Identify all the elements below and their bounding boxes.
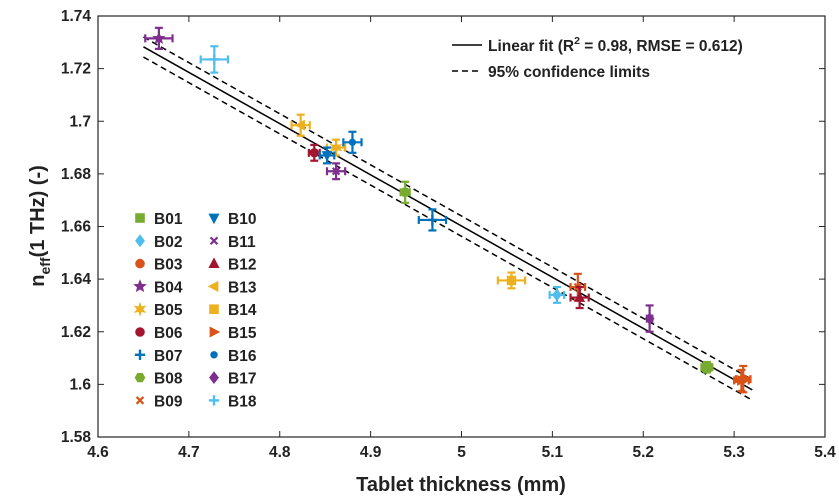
legend-item-label: B04 [154, 279, 183, 296]
data-point-b08 [399, 180, 411, 204]
data-point-b14 [496, 271, 527, 290]
data-points [144, 26, 752, 394]
legend-item-b06: B06 [135, 325, 183, 342]
y-tick-label: 1.72 [61, 61, 91, 78]
legend-item-label: B11 [228, 234, 256, 251]
legend-item-b12: B12 [208, 257, 256, 274]
x-tick-label: 4.8 [269, 444, 291, 461]
y-axis-label: neff(1 THz) (-) [27, 165, 53, 287]
legend-item-label: B01 [154, 211, 183, 228]
y-tick-label: 1.66 [61, 219, 92, 236]
data-point-b11 [325, 162, 347, 181]
legend-item-label: B14 [228, 302, 257, 319]
legend-item-label: B03 [154, 257, 183, 274]
y-tick-label: 1.58 [61, 429, 92, 446]
data-point-b13 [290, 113, 311, 137]
legend-item-b01: B01 [135, 211, 183, 228]
x-tick-label: 5.2 [632, 444, 654, 461]
data-point-b18 [199, 45, 230, 74]
legend-item-b18: B18 [208, 393, 257, 410]
y-tick-label: 1.7 [69, 113, 91, 130]
fit-legend: Linear fit (R2 = 0.98, RMSE = 0.612) 95%… [452, 35, 743, 81]
legend-item-label: B08 [154, 371, 183, 388]
legend-item-b16: B16 [210, 348, 257, 365]
legend-item-b11: B11 [209, 234, 256, 251]
x-tick-label: 4.7 [178, 444, 200, 461]
legend-item-b10: B10 [208, 211, 256, 228]
y-axis-ticks: 1.58 1.6 1.62 1.64 1.66 1.68 1.7 1.72 1.74 [61, 8, 825, 446]
legend-item-b14: B14 [209, 302, 257, 319]
data-point-b01 [700, 360, 714, 374]
data-point-b15 [733, 368, 750, 393]
x-tick-label: 5 [457, 444, 466, 461]
legend-item-label: B09 [154, 393, 183, 410]
data-point-b04 [144, 26, 174, 50]
x-axis-ticks: 4.6 4.7 4.8 4.9 5 5.1 5.2 5.3 5.4 [87, 16, 836, 461]
legend-item-b07: B07 [134, 348, 182, 365]
legend-item-b09: B09 [135, 393, 183, 410]
legend-item-b03: B03 [135, 257, 183, 274]
fit-legend-confidence-label: 95% confidence limits [488, 64, 650, 81]
legend-item-b02: B02 [135, 234, 182, 251]
confidence-lower-line [143, 56, 753, 401]
legend-item-b15: B15 [209, 325, 257, 342]
legend-item-b13: B13 [207, 279, 257, 296]
y-tick-label: 1.62 [61, 324, 91, 341]
x-tick-label: 5.4 [814, 444, 836, 461]
data-point-b12 [569, 285, 590, 310]
fit-legend-linear-label: Linear fit (R2 = 0.98, RMSE = 0.612) [488, 35, 743, 55]
y-tick-label: 1.6 [69, 376, 91, 393]
x-axis-label: Tablet thickness (mm) [356, 474, 566, 496]
y-tick-label: 1.74 [61, 8, 92, 25]
data-point-b06 [307, 143, 321, 162]
legend-item-label: B10 [228, 211, 256, 228]
legend-item-label: B16 [228, 348, 257, 365]
legend-item-label: B17 [228, 371, 256, 388]
legend-item-label: B07 [154, 348, 182, 365]
legend-item-b05: B05 [133, 301, 183, 319]
x-tick-label: 4.6 [87, 444, 109, 461]
legend-item-label: B18 [228, 393, 257, 410]
y-tick-label: 1.64 [61, 271, 92, 288]
x-tick-label: 4.9 [360, 444, 382, 461]
legend-item-label: B06 [154, 325, 183, 342]
data-point-b10 [318, 146, 336, 165]
data-point-b17 [644, 304, 655, 333]
x-tick-label: 5.3 [723, 444, 745, 461]
legend-item-label: B02 [154, 234, 182, 251]
data-point-b02 [548, 285, 566, 304]
plot-frame [97, 15, 826, 438]
legend-item-b17: B17 [209, 371, 256, 388]
legend-item-label: B05 [154, 302, 183, 319]
data-point-b07 [417, 208, 448, 232]
legend-item-b08: B08 [134, 371, 183, 388]
series-legend: B01 B02 B03 B04 B05 B06 B07 B08 B09 B10 B11 B12 B13 B… [133, 211, 257, 410]
legend-item-label: B15 [228, 325, 257, 342]
legend-item-b04: B04 [133, 279, 183, 296]
x-tick-label: 5.1 [542, 444, 564, 461]
y-tick-label: 1.68 [61, 166, 92, 183]
data-point-b16 [342, 130, 363, 154]
legend-item-label: B12 [228, 257, 256, 274]
legend-item-label: B13 [228, 279, 257, 296]
